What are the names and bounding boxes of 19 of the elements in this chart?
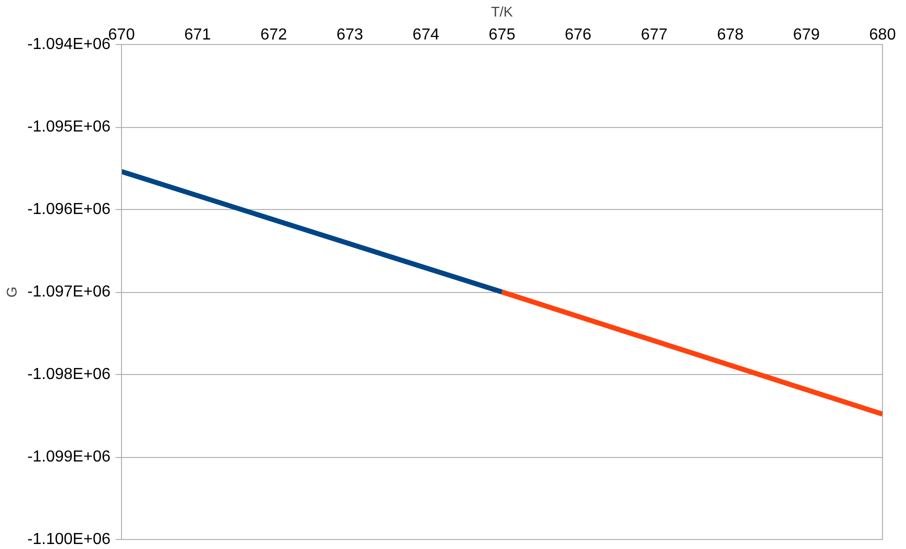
x-tick-label: 680 [869,26,896,44]
x-tick-label: 675 [488,26,516,44]
x-tick-label: 671 [184,26,212,44]
x-tick-label: 674 [412,26,440,44]
y-axis-title: G [3,286,20,298]
x-tick-label: 672 [260,26,288,44]
x-tick-label: 679 [793,26,820,44]
y-tick-label: -1.100E+06 [27,531,111,548]
x-tick-label: 670 [108,26,135,44]
x-tick-label: 676 [564,26,592,44]
y-tick-label: -1.096E+06 [27,201,111,218]
x-tick-label: 677 [640,26,668,44]
y-tick-label: -1.095E+06 [27,118,111,136]
x-tick-label: 678 [716,26,744,44]
x-axis-title: T/K [491,4,514,20]
x-tick-label: 673 [336,26,364,44]
y-tick-label: -1.098E+06 [27,366,111,383]
y-tick-label: -1.099E+06 [27,448,111,466]
y-tick-label: -1.097E+06 [27,284,111,300]
